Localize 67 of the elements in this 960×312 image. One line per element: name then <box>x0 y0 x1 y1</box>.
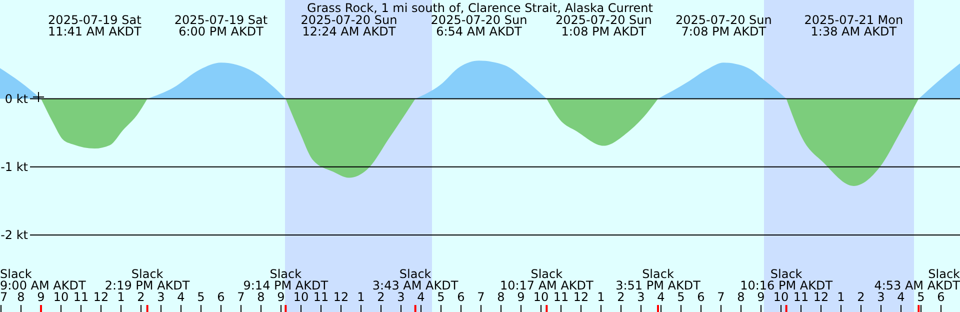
x-tick-label: 12 <box>333 290 349 304</box>
x-tick-label: 10 <box>293 290 309 304</box>
x-tick-label: 9 <box>277 290 285 304</box>
x-tick-label: 10 <box>533 290 549 304</box>
annotation: Slack 2:19 PM AKDT <box>104 267 190 292</box>
x-tick-label: 5 <box>677 290 685 304</box>
annotation: Slack 9:14 PM AKDT <box>243 267 329 292</box>
x-tick-label: 10 <box>53 290 69 304</box>
x-tick-label: 11 <box>553 290 569 304</box>
x-tick-label: 8 <box>737 290 745 304</box>
y-tick-label: -2 kt <box>0 228 28 242</box>
annotation: 2025-07-19 Sat 6:00 PM AKDT <box>174 13 268 38</box>
x-tick-label: 6 <box>457 290 465 304</box>
x-tick-label: 1 <box>837 290 845 304</box>
x-tick-label: 8 <box>257 290 265 304</box>
x-tick-label: 7 <box>477 290 485 304</box>
annotation: 2025-07-19 Sat 11:41 AM AKDT <box>48 13 142 38</box>
x-tick-label: 12 <box>573 290 589 304</box>
x-tick-label: 1 <box>117 290 125 304</box>
x-tick-label: 3 <box>397 290 405 304</box>
annotation: 2025-07-20 Sun 1:08 PM AKDT <box>555 13 652 38</box>
x-tick-label: 5 <box>917 290 925 304</box>
x-tick-label: 2 <box>857 290 865 304</box>
x-tick-label: 4 <box>657 290 665 304</box>
annotation: Slack 4:53 AM AKDT <box>874 267 960 292</box>
x-tick-label: 7 <box>0 290 8 304</box>
x-tick-label: 9 <box>517 290 525 304</box>
x-tick-label: 8 <box>497 290 505 304</box>
y-tick-label: -1 kt <box>0 160 28 174</box>
x-tick-label: 2 <box>137 290 145 304</box>
annotation: Slack 9:00 AM AKDT <box>0 267 86 292</box>
annotation: 2025-07-20 Sun 7:08 PM AKDT <box>675 13 772 38</box>
annotation: 2025-07-20 Sun 12:24 AM AKDT <box>300 13 398 38</box>
x-tick-label: 6 <box>697 290 705 304</box>
x-tick-label: 3 <box>877 290 885 304</box>
annotation: Slack 10:17 AM AKDT <box>500 267 594 292</box>
y-tick-label: 0 kt <box>4 92 28 106</box>
x-tick-label: 2 <box>377 290 385 304</box>
annotation: Slack 10:16 PM AKDT <box>740 267 834 292</box>
chart-title: Grass Rock, 1 mi south of, Clarence Strait, Alaska Current <box>307 1 654 15</box>
x-tick-label: 3 <box>157 290 165 304</box>
x-tick-label: 11 <box>73 290 89 304</box>
x-tick-label: 5 <box>197 290 205 304</box>
x-tick-label: 4 <box>177 290 185 304</box>
x-tick-label: 3 <box>637 290 645 304</box>
x-tick-label: 5 <box>437 290 445 304</box>
x-tick-label: 11 <box>313 290 329 304</box>
x-tick-label: 8 <box>17 290 25 304</box>
x-tick-label: 12 <box>813 290 829 304</box>
x-tick-label: 10 <box>773 290 789 304</box>
x-tick-label: 7 <box>717 290 725 304</box>
x-tick-label: 1 <box>357 290 365 304</box>
x-tick-label: 1 <box>597 290 605 304</box>
annotation: 2025-07-21 Mon 1:38 AM AKDT <box>804 13 904 38</box>
x-tick-label: 11 <box>793 290 809 304</box>
annotation: Slack 3:51 PM AKDT <box>616 267 702 292</box>
x-tick-label: 9 <box>757 290 765 304</box>
x-tick-label: 12 <box>93 290 109 304</box>
x-tick-label: 2 <box>617 290 625 304</box>
annotation: Slack 3:43 AM AKDT <box>372 267 459 292</box>
x-tick-label: 4 <box>417 290 425 304</box>
x-tick-label: 4 <box>897 290 905 304</box>
x-tick-label: 6 <box>937 290 945 304</box>
x-tick-label: 6 <box>217 290 225 304</box>
x-tick-label: 9 <box>37 290 45 304</box>
annotation: 2025-07-20 Sun 6:54 AM AKDT <box>430 13 528 38</box>
x-tick-label: 7 <box>237 290 245 304</box>
